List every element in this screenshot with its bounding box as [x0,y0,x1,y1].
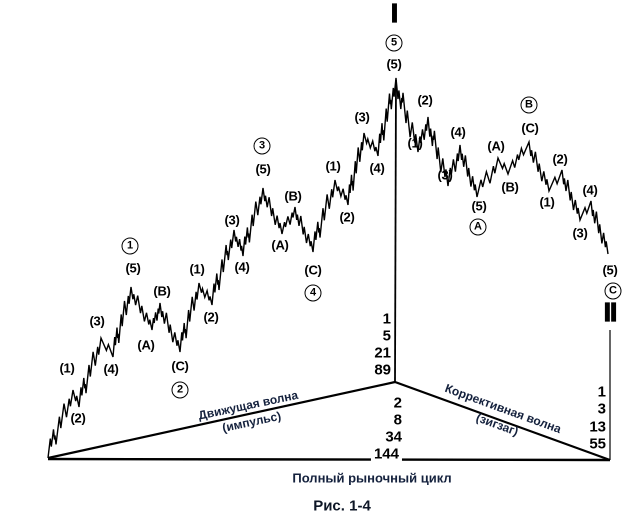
wave-label: (A) [137,337,155,353]
wave-label: (1) [325,158,341,174]
wave-label: (3) [572,225,588,241]
wave-label: (4) [234,259,250,275]
wave-label: (C) [521,120,539,136]
fib-count-motive: 89 [374,361,391,379]
fib-count-corrective: 1 [597,383,606,401]
wave-label-circled: 5 [385,34,403,52]
fib-count-cycle: 8 [393,411,402,429]
full-cycle-label: Полный рыночный цикл [292,470,452,486]
wave-label: (B) [153,283,171,299]
fib-count-motive: 21 [374,344,391,362]
center-divider-line [394,79,397,383]
motive-baseline [47,380,396,460]
wave-label-circled: 2 [171,381,189,399]
wave-label: (5) [255,161,271,177]
cycle-wave-II-marker: II [603,297,618,327]
wave-label: (2) [339,209,355,225]
wave-label: (3) [354,109,370,125]
fib-count-corrective: 13 [589,418,606,436]
wave-label: (A) [271,237,289,253]
wave-label: (4) [582,182,598,198]
wave-label: (B) [284,188,302,204]
wave-label: (4) [369,160,385,176]
wave-label: (1) [59,360,75,376]
wave-label: (C) [171,358,189,374]
fib-count-cycle: 34 [385,428,402,446]
wave-label: (2) [203,309,219,325]
wave-label: (B) [501,179,519,195]
wave-label: (4) [103,361,119,377]
wave-label: (5) [386,56,402,72]
wave-label: (1) [539,194,555,210]
wave-label: (3) [224,212,240,228]
wave-label-circled: 1 [121,237,139,255]
wave-label: (1) [189,261,205,277]
wave-label-circled: 3 [253,137,271,155]
wave-label-circled: A [469,218,487,236]
wave-label: (5) [602,262,618,278]
wave-label: (2) [70,410,86,426]
figure-caption: Рис. 1-4 [313,497,371,515]
fib-count-motive: 1 [382,310,391,328]
price-wave-line [47,77,609,459]
wave-label: (2) [417,92,433,108]
wave-label-circled: 4 [304,284,322,302]
wave-label-circled: B [520,96,538,114]
wave-label: (C) [304,262,322,278]
wave-label: (5) [125,260,141,276]
wave-label: (2) [552,151,568,167]
cycle-wave-I-marker: I [390,0,399,28]
wave-label: (1) [407,135,423,151]
wave-label: (4) [450,124,466,140]
wave-label: (3) [89,313,105,329]
wave-label: (3) [437,167,453,183]
fib-count-corrective: 55 [589,435,606,453]
fib-count-motive: 5 [382,327,391,345]
fib-count-corrective: 3 [597,400,606,418]
wave-label-circled: C [604,282,622,300]
wave-label: (A) [487,138,505,154]
wave-label: (5) [471,198,487,214]
fib-count-cycle: 144 [370,445,402,463]
bottom-baseline [47,457,611,462]
fib-count-cycle: 2 [393,394,402,412]
corrective-baseline [394,380,611,462]
